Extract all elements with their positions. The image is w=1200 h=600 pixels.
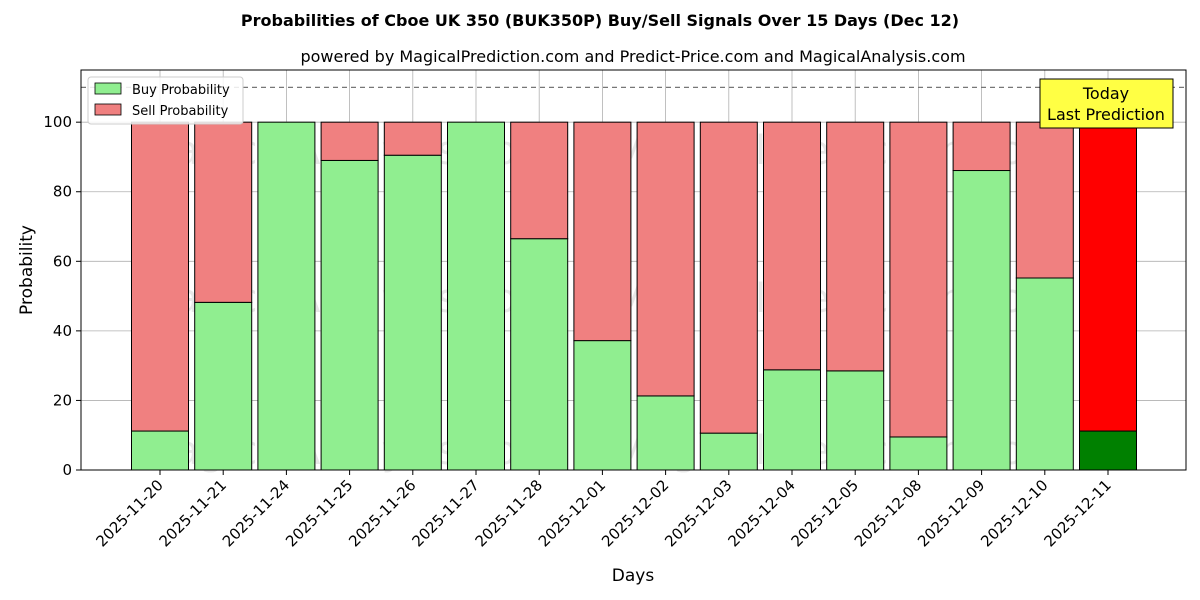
today-annotation: Today Last Prediction xyxy=(1039,78,1174,129)
bar-buy xyxy=(699,432,758,471)
chart-subtitle: powered by MagicalPrediction.com and Pre… xyxy=(300,47,965,66)
bar-sell xyxy=(320,121,379,161)
bar-buy xyxy=(131,430,189,471)
x-tick-label: 2025-12-11 xyxy=(1040,476,1114,550)
legend-label-sell: Sell Probability xyxy=(132,104,229,119)
bar-sell xyxy=(1015,121,1074,279)
y-tick-label: 20 xyxy=(53,391,72,409)
bar-buy xyxy=(952,170,1011,471)
bar-sell xyxy=(826,121,885,372)
bar-sell xyxy=(636,121,695,397)
bar-buy xyxy=(257,121,316,471)
x-axis: 2025-11-202025-11-212025-11-242025-11-25… xyxy=(92,470,1115,550)
bar-sell xyxy=(699,121,758,434)
bar-buy xyxy=(320,159,379,471)
bar-sell xyxy=(131,121,189,432)
x-tick-label: 2025-12-10 xyxy=(977,476,1051,550)
x-axis-label: Days xyxy=(612,566,655,586)
bar-sell xyxy=(763,121,821,371)
bar-buy xyxy=(826,370,885,471)
legend-swatch-sell xyxy=(94,103,122,116)
x-tick-label: 2025-11-28 xyxy=(472,476,546,550)
bar-buy xyxy=(573,340,632,471)
bar-buy xyxy=(889,436,948,471)
legend-box xyxy=(87,76,244,125)
bar-buy xyxy=(194,301,253,471)
x-tick-label: 2025-12-08 xyxy=(851,476,925,550)
y-tick-label: 40 xyxy=(53,322,72,340)
x-tick-label: 2025-11-21 xyxy=(156,476,230,550)
bar-sell xyxy=(383,121,442,156)
y-tick-label: 100 xyxy=(43,113,72,131)
bar-sell xyxy=(510,121,569,240)
x-tick-label: 2025-12-03 xyxy=(661,476,735,550)
y-tick-label: 60 xyxy=(53,252,72,270)
legend-swatch-buy xyxy=(94,82,122,95)
y-tick-label: 0 xyxy=(62,461,72,479)
bar-buy xyxy=(763,369,821,471)
y-tick-label: 80 xyxy=(53,183,72,201)
x-tick-label: 2025-12-02 xyxy=(598,476,672,550)
annotation-box xyxy=(1039,78,1174,129)
x-tick-label: 2025-11-20 xyxy=(92,476,166,550)
bar-sell xyxy=(573,121,632,342)
annotation-line-2: Last Prediction xyxy=(1047,105,1165,124)
bar-sell xyxy=(889,121,948,438)
x-tick-label: 2025-11-25 xyxy=(282,476,356,550)
bar-buy xyxy=(636,395,695,471)
bar-sell xyxy=(194,121,253,303)
y-axis: 0 20 40 60 80 100 xyxy=(43,113,81,479)
bar-buy xyxy=(1079,430,1137,471)
bar-sell xyxy=(1079,121,1137,432)
x-tick-label: 2025-11-27 xyxy=(408,476,482,550)
bar-buy xyxy=(510,238,569,471)
y-axis-label: Probability xyxy=(17,225,37,315)
x-tick-label: 2025-12-01 xyxy=(535,476,609,550)
annotation-line-1: Today xyxy=(1082,84,1129,103)
plot-frame xyxy=(80,69,1187,471)
bars xyxy=(131,121,1137,471)
x-tick-label: 2025-11-24 xyxy=(219,476,293,550)
x-tick-label: 2025-12-04 xyxy=(724,476,798,550)
x-tick-label: 2025-12-09 xyxy=(914,476,988,550)
chart-title: Probabilities of Cboe UK 350 (BUK350P) B… xyxy=(241,11,959,30)
bar-buy xyxy=(383,154,442,471)
legend: Buy Probability Sell Probability xyxy=(87,76,244,125)
bar-buy xyxy=(1015,277,1074,471)
bar-buy xyxy=(447,121,505,471)
legend-label-buy: Buy Probability xyxy=(132,83,230,98)
bar-sell xyxy=(952,121,1011,172)
x-tick-label: 2025-11-26 xyxy=(345,476,419,550)
x-tick-label: 2025-12-05 xyxy=(788,476,862,550)
